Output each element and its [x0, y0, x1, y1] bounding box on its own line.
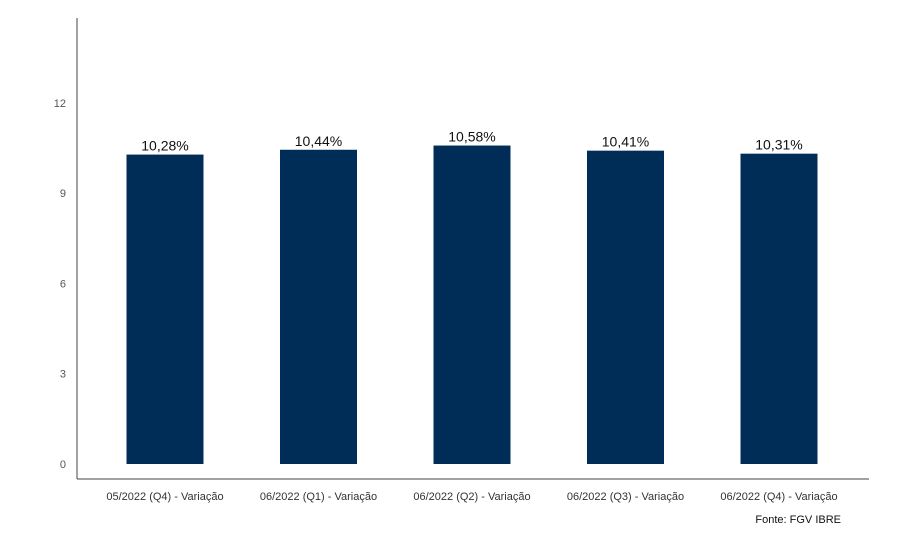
x-category-label: 05/2022 (Q4) - Variação [106, 491, 223, 503]
bar-data-label: 10,58% [448, 129, 495, 145]
bar-data-label: 10,31% [755, 137, 802, 153]
y-tick-label: 3 [60, 369, 66, 381]
bar [433, 145, 511, 465]
bar-data-label: 10,41% [602, 134, 649, 150]
y-tick-label: 6 [60, 278, 66, 290]
y-tick-labels: 0 3 6 9 12 [54, 98, 66, 471]
y-tick-label: 0 [60, 459, 66, 471]
bars [126, 145, 818, 465]
bar [740, 153, 818, 464]
x-category-label: 06/2022 (Q4) - Variação [720, 491, 837, 503]
x-category-label: 06/2022 (Q1) - Variação [260, 491, 377, 503]
x-category-labels: 05/2022 (Q4) - Variação 06/2022 (Q1) - Va… [106, 491, 837, 503]
bar-data-label: 10,28% [141, 138, 188, 154]
bar-data-label: 10,44% [295, 133, 342, 149]
bar [280, 149, 357, 465]
data-labels: 10,28% 10,44% 10,58% 10,41% 10,31% [141, 129, 802, 154]
axes [76, 18, 869, 480]
bar [126, 154, 204, 464]
source-note: Fonte: FGV IBRE [755, 514, 841, 526]
bar [587, 150, 664, 464]
y-tick-label: 9 [60, 188, 66, 200]
x-category-label: 06/2022 (Q2) - Variação [413, 491, 530, 503]
x-category-label: 06/2022 (Q3) - Variação [567, 491, 684, 503]
y-tick-label: 12 [54, 98, 66, 110]
